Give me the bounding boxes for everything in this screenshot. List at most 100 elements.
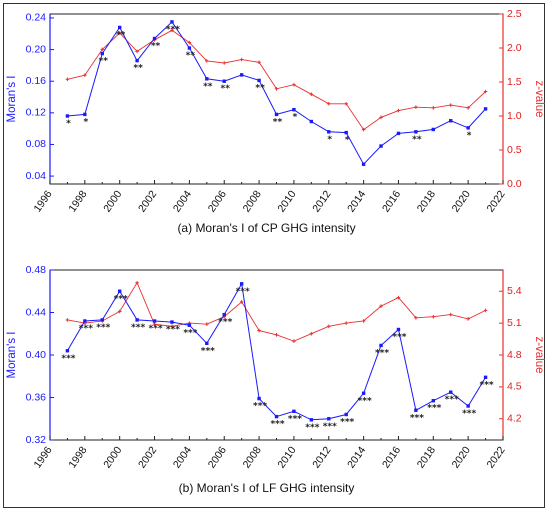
x-tick-label: 2016: [380, 444, 403, 470]
significance-label: *: [83, 117, 88, 127]
morans-i-point: [83, 112, 87, 117]
morans-i-point: [65, 349, 70, 353]
y-tick-label: 0.40: [26, 349, 47, 361]
significance-label: ***: [79, 324, 93, 334]
y2-axis-label: z-value: [533, 336, 545, 373]
y-tick-label: 0.44: [26, 306, 47, 318]
figure-frame: [3, 3, 545, 508]
x-tick-label: 2018: [415, 444, 438, 470]
y2-tick-label: 2.0: [507, 42, 522, 54]
y-tick-label: 0.20: [26, 43, 47, 55]
significance-label: ***: [96, 323, 110, 333]
morans-i-point: [65, 114, 70, 118]
morans-i-point: [292, 107, 296, 112]
morans-i-point: [205, 77, 209, 81]
morans-i-point: [135, 58, 139, 63]
morans-i-point: [449, 119, 453, 123]
y2-tick-label: 2.5: [507, 8, 522, 20]
morans-i-point: [170, 320, 174, 324]
significance-label: ***: [340, 418, 354, 428]
y2-tick-label: 5.1: [507, 317, 522, 329]
x-tick-label: 2006: [206, 188, 229, 214]
x-tick-label: 2002: [136, 188, 159, 214]
x-tick-label: 1996: [32, 188, 55, 214]
y-tick-label: 0.04: [26, 170, 47, 182]
x-tick-label: 2012: [310, 444, 333, 470]
y-tick-label: 0.36: [26, 391, 47, 403]
morans-i-point: [117, 25, 122, 30]
x-tick-label: 1998: [66, 444, 89, 470]
significance-label: ***: [61, 354, 75, 364]
morans-i-point: [205, 341, 209, 346]
significance-label: ***: [375, 348, 389, 358]
x-tick-label: 2012: [310, 188, 333, 214]
significance-label: *: [293, 113, 298, 123]
morans-i-point: [135, 318, 139, 322]
significance-label: ***: [148, 324, 162, 334]
significance-label: ***: [166, 325, 180, 335]
morans-i-point: [396, 327, 401, 332]
significance-label: ***: [427, 404, 441, 414]
morans-i-point: [309, 119, 314, 124]
significance-label: **: [273, 117, 283, 127]
y2-tick-label: 0.5: [507, 144, 522, 156]
x-tick-label: 2002: [136, 444, 159, 470]
significance-label: *: [327, 135, 332, 145]
y-axis-label: Moran's I: [6, 76, 18, 123]
x-tick-label: 2022: [485, 444, 508, 470]
chart-lf-ghg: 1996 1998 2000 2002 2004 2006 2008 2010 2012 2014…: [6, 264, 545, 495]
morans-i-point: [361, 391, 366, 395]
morans-i-line: [67, 21, 486, 166]
morans-i-point: [239, 282, 244, 286]
morans-i-point: [187, 46, 192, 50]
significance-label: **: [221, 84, 231, 94]
morans-i-line: [66, 282, 487, 421]
x-tick-label: 2000: [101, 444, 124, 470]
significance-label: *: [66, 119, 71, 129]
significance-label: ***: [218, 318, 232, 328]
significance-label: **: [186, 51, 196, 61]
x-tick-label: 2010: [275, 188, 298, 214]
x-tick-label: 1998: [66, 188, 89, 214]
x-tick-label: 2022: [485, 188, 508, 214]
significance-label: **: [133, 64, 143, 74]
morans-i-point: [431, 127, 436, 132]
x-tick-label: 2008: [241, 188, 264, 214]
significance-label: ***: [358, 396, 372, 406]
y-tick-label: 0.32: [26, 434, 47, 446]
morans-i-point: [327, 130, 331, 134]
morans-i-point: [344, 130, 348, 135]
x-tick-label: 2000: [101, 188, 124, 214]
x-tick-label: 2018: [415, 188, 438, 214]
morans-i-point: [466, 126, 470, 130]
morans-i-point: [466, 404, 470, 408]
morans-i-point: [257, 396, 261, 401]
significance-label: ***: [305, 423, 319, 433]
morans-i-point: [222, 312, 226, 317]
significance-label: ***: [270, 420, 284, 430]
morans-i-point: [431, 398, 436, 403]
x-tick-label: 2016: [380, 188, 403, 214]
y2-axis-label: z-value: [533, 80, 545, 117]
chart-caption: (b) Moran's I of LF GHG intensity: [179, 481, 355, 495]
morans-i-point: [239, 73, 244, 77]
significance-label: **: [151, 42, 161, 52]
morans-i-point: [170, 20, 174, 24]
morans-i-point: [361, 162, 366, 166]
significance-label: ***: [323, 422, 337, 432]
significance-label: ***: [410, 413, 424, 423]
x-tick-label: 2014: [345, 444, 368, 470]
morans-i-point: [327, 417, 331, 421]
chart-caption: (a) Moran's I of CP GHG intensity: [177, 221, 355, 235]
morans-i-point: [100, 318, 104, 322]
morans-i-point: [292, 409, 296, 414]
morans-i-point: [483, 375, 488, 380]
morans-i-point: [187, 323, 192, 327]
morans-i-point: [483, 107, 488, 111]
morans-i-point: [100, 51, 104, 56]
x-tick-label: 2008: [241, 444, 264, 470]
morans-i-point: [222, 79, 226, 83]
y2-tick-label: 4.5: [507, 381, 522, 393]
significance-label: ***: [462, 409, 476, 419]
morans-i-point: [414, 130, 418, 134]
